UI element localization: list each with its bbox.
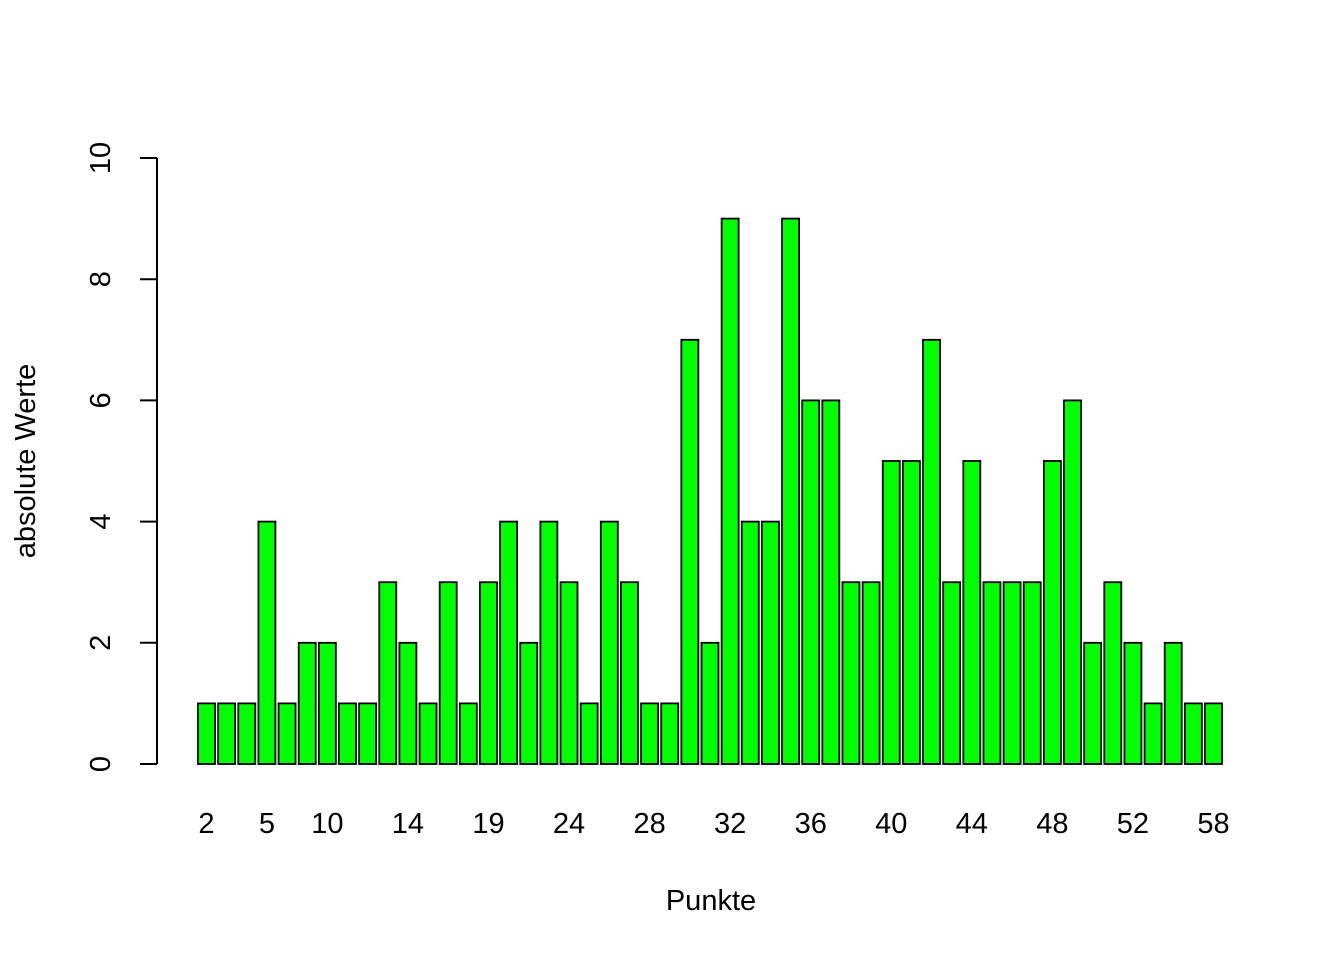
bar-26 — [599, 520, 619, 765]
bar-50 — [1083, 641, 1103, 765]
bar-15 — [418, 702, 438, 765]
bar-32 — [720, 217, 740, 765]
bar-51 — [1103, 581, 1123, 765]
bar-29 — [660, 702, 680, 765]
bar-19 — [479, 581, 498, 765]
bar-12 — [358, 702, 378, 765]
bar-48 — [1042, 460, 1062, 765]
y-tick-label-10: 10 — [85, 142, 117, 174]
bar-17 — [438, 581, 458, 765]
y-axis: 0 2 4 6 8 10 — [85, 142, 158, 772]
bar-21 — [519, 641, 539, 765]
x-tick-label-36: 36 — [795, 808, 827, 840]
y-tick-label-6: 6 — [85, 392, 117, 408]
bar-28 — [640, 702, 659, 765]
y-tick-label-2: 2 — [85, 635, 117, 651]
bar-22 — [539, 520, 559, 765]
x-tick-label-19: 19 — [472, 808, 504, 840]
bar-53 — [1143, 702, 1163, 765]
bar-18 — [458, 702, 478, 765]
bar-14 — [398, 641, 418, 765]
x-tick-label-2: 2 — [198, 808, 214, 840]
x-tick-label-52: 52 — [1117, 808, 1149, 840]
bar-10 — [317, 641, 337, 765]
bar-6 — [277, 702, 297, 765]
bar-37 — [821, 399, 841, 765]
bar-40 — [881, 460, 901, 765]
bar-24 — [559, 581, 579, 765]
bar-55 — [1163, 641, 1183, 765]
y-axis-label: absolute Werte — [10, 364, 42, 559]
bar-46 — [1002, 581, 1022, 765]
bar-34 — [761, 520, 780, 765]
bar-35 — [781, 217, 800, 765]
bar-36 — [801, 399, 821, 765]
x-tick-label-5: 5 — [259, 808, 275, 840]
x-tick-label-44: 44 — [956, 808, 988, 840]
bar-27 — [620, 581, 639, 765]
bar-11 — [338, 702, 357, 765]
bar-4 — [237, 702, 257, 765]
x-tick-label-40: 40 — [875, 808, 907, 840]
bar-8 — [297, 641, 317, 765]
x-tick-label-10: 10 — [311, 808, 343, 840]
bar-30 — [680, 338, 700, 765]
bar-31 — [700, 641, 720, 765]
bar-13 — [378, 581, 398, 765]
bar-25 — [579, 702, 599, 765]
bar-2 — [197, 702, 216, 765]
y-tick-label-0: 0 — [85, 756, 117, 772]
bar-39 — [861, 581, 881, 765]
bar-44 — [962, 460, 982, 765]
bar-43 — [942, 581, 962, 765]
bar-47 — [1022, 581, 1042, 765]
x-tick-label-14: 14 — [392, 808, 424, 840]
x-tick-label-48: 48 — [1036, 808, 1068, 840]
bar-52 — [1123, 641, 1143, 765]
bar-33 — [740, 520, 760, 765]
x-axis-tick-labels: 2 5 10 14 19 24 28 32 36 40 44 48 52 58 — [198, 808, 1229, 840]
y-tick-label-8: 8 — [85, 271, 117, 287]
bar-5 — [257, 520, 277, 765]
x-tick-label-58: 58 — [1197, 808, 1229, 840]
bar-3 — [217, 702, 237, 765]
x-tick-label-24: 24 — [553, 808, 585, 840]
bars-layer — [197, 217, 1223, 765]
bar-49 — [1063, 399, 1082, 765]
bar-45 — [982, 581, 1002, 765]
x-axis-label: Punkte — [666, 885, 756, 917]
y-tick-label-4: 4 — [85, 514, 117, 530]
bar-42 — [922, 338, 941, 765]
bar-41 — [902, 460, 921, 765]
bar-20 — [499, 520, 519, 765]
bar-58 — [1204, 702, 1223, 765]
x-tick-label-28: 28 — [633, 808, 665, 840]
bar-38 — [841, 581, 861, 765]
bar-57 — [1183, 702, 1203, 765]
x-tick-label-32: 32 — [714, 808, 746, 840]
